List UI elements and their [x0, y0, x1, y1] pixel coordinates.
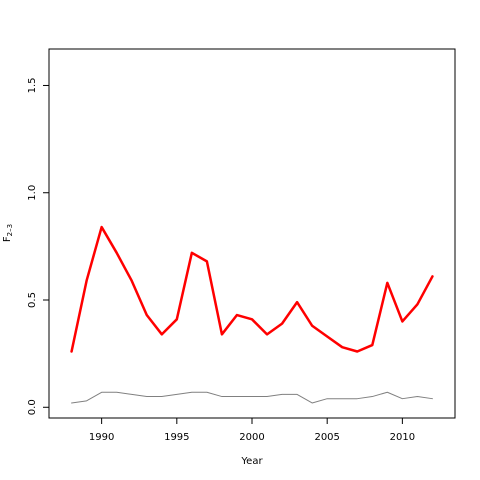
y-axis-label-main: F	[2, 236, 13, 242]
y-tick-label-1.0: 1.0	[27, 185, 38, 201]
series-line-2	[71, 391, 433, 404]
series-line-1	[70, 225, 434, 353]
svg-text:F2–3: F2–3	[2, 224, 14, 242]
x-tick-label-1995: 1995	[164, 432, 189, 443]
y-tick-label-0.0: 0.0	[27, 399, 38, 415]
x-tick-label-2000: 2000	[239, 432, 264, 443]
x-tick-label-2010: 2010	[390, 432, 415, 443]
y-axis: 0.0 0.5 1.0 1.5	[27, 78, 49, 415]
y-axis-label: F2–3	[2, 224, 14, 242]
x-axis-label: Year	[240, 456, 263, 467]
x-tick-label-2005: 2005	[314, 432, 339, 443]
x-tick-label-1990: 1990	[89, 432, 114, 443]
series-layer	[70, 225, 434, 404]
x-axis: 1990 1995 2000 2005 2010	[89, 418, 415, 443]
y-tick-label-1.5: 1.5	[27, 78, 38, 94]
y-axis-label-subscript: 2–3	[6, 224, 14, 236]
plot-frame	[48, 48, 456, 419]
y-tick-label-0.5: 0.5	[27, 292, 38, 308]
